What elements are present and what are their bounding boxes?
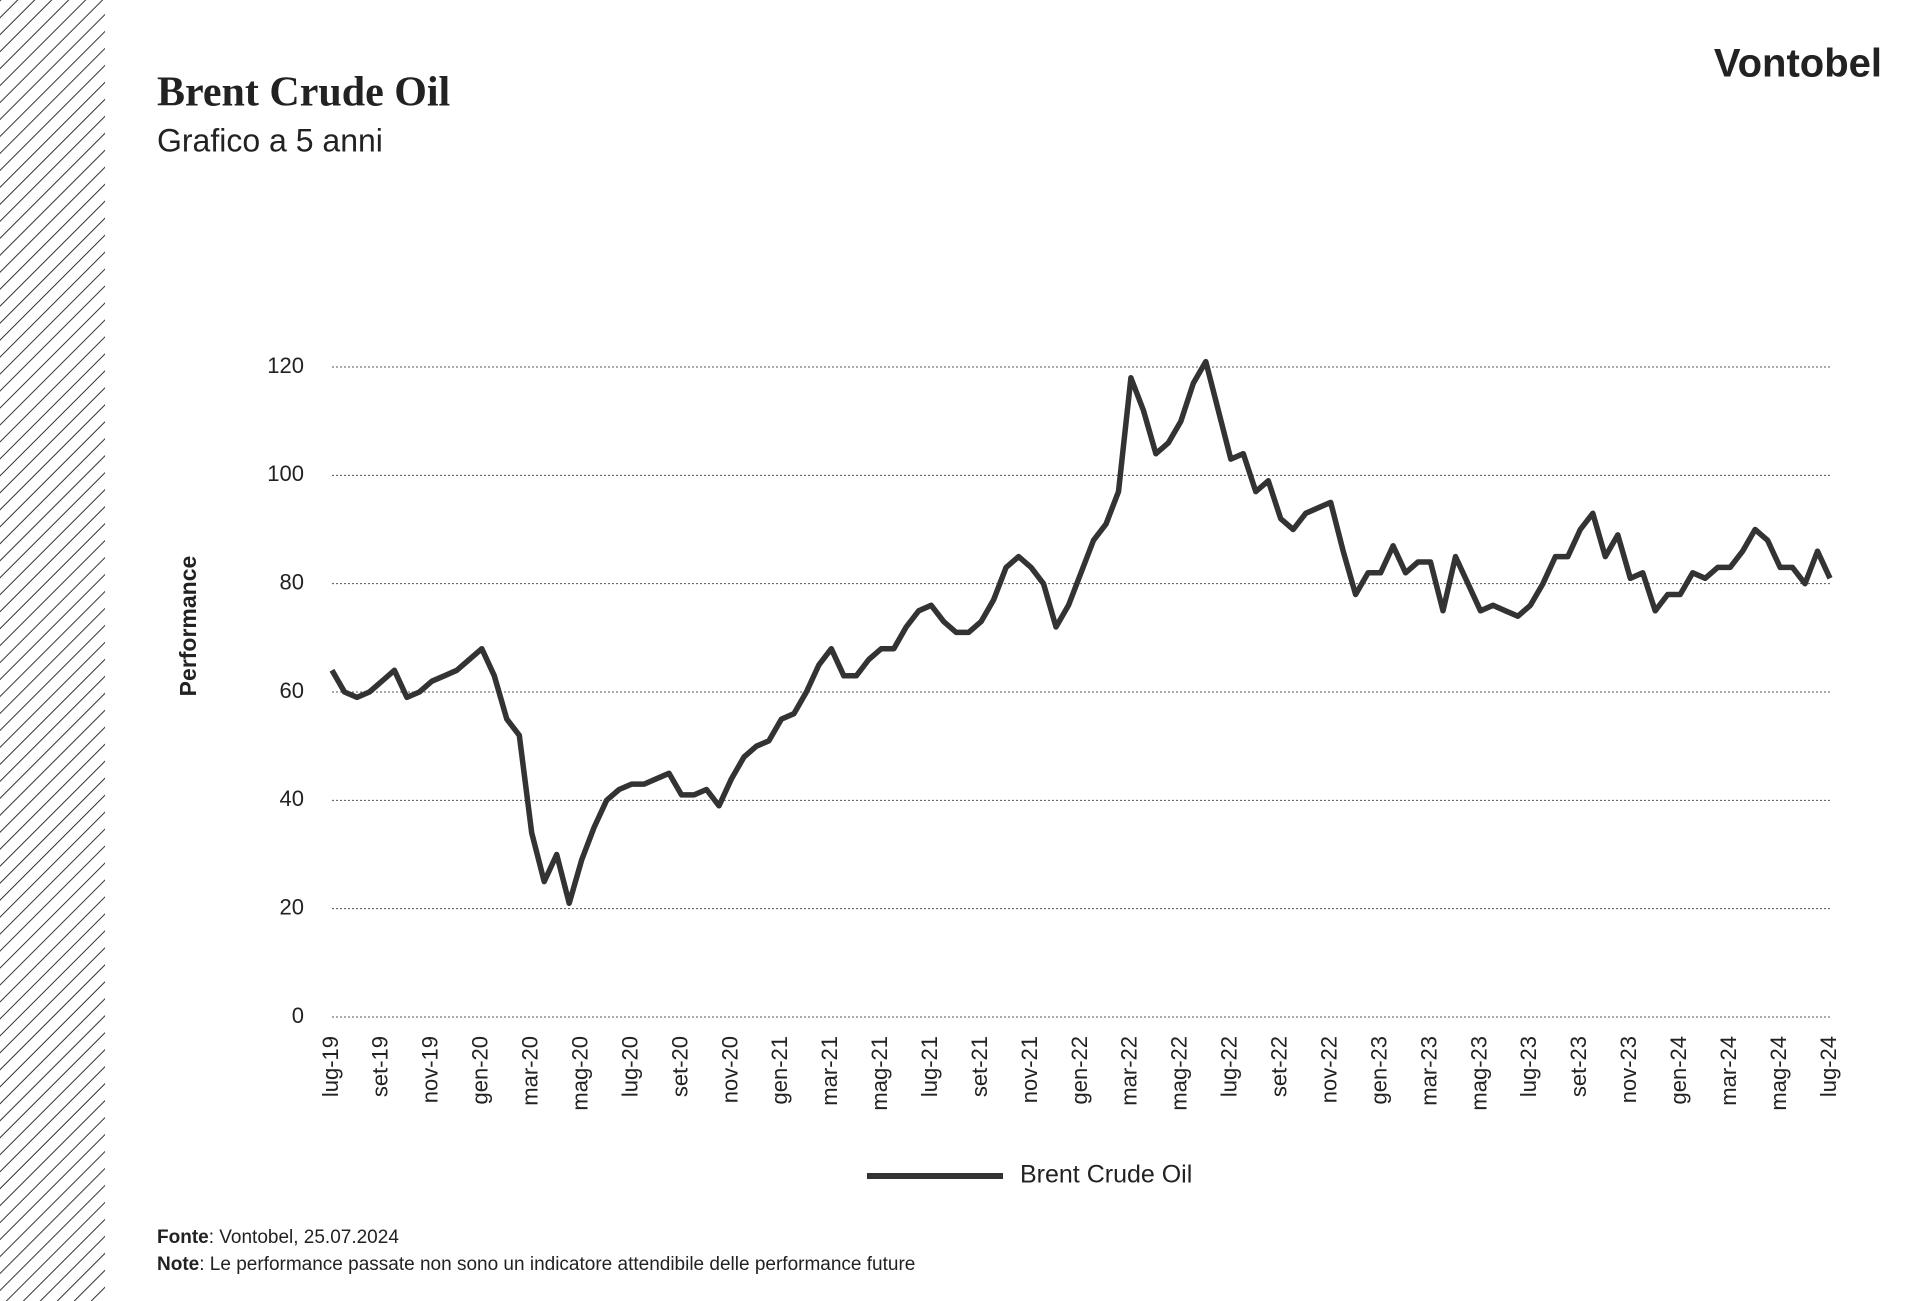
legend-label: Brent Crude Oil xyxy=(1020,1161,1192,1189)
y-tick-label: 60 xyxy=(280,678,304,703)
x-tick-label: mag-21 xyxy=(867,1036,892,1111)
data-line xyxy=(329,358,1833,907)
x-tick-label: lug-19 xyxy=(318,1036,343,1097)
x-tick-label: gen-20 xyxy=(468,1036,493,1105)
x-tick-label: gen-24 xyxy=(1666,1036,1691,1105)
brand-logo: Vontobel xyxy=(1714,42,1882,86)
chart-subtitle: Grafico a 5 anni xyxy=(157,122,383,158)
x-tick-label: mar-21 xyxy=(817,1036,842,1106)
x-tick-label: set-19 xyxy=(368,1036,393,1097)
x-tick-label: lug-24 xyxy=(1816,1036,1841,1097)
x-tick-label: nov-22 xyxy=(1316,1036,1341,1103)
x-tick-label: mar-20 xyxy=(518,1036,543,1106)
x-tick-label: lug-20 xyxy=(617,1036,642,1097)
hatch-band xyxy=(0,0,105,1301)
x-tick-label: nov-20 xyxy=(717,1036,742,1103)
x-tick-label: gen-21 xyxy=(767,1036,792,1105)
x-tick-label: set-22 xyxy=(1267,1036,1292,1097)
x-tick-label: lug-21 xyxy=(917,1036,942,1097)
x-tick-label: mar-22 xyxy=(1117,1036,1142,1106)
x-tick-label: nov-23 xyxy=(1616,1036,1641,1103)
note-label: Note xyxy=(157,1254,199,1275)
footer-note: Note: Le performance passate non sono un… xyxy=(157,1254,915,1275)
x-tick-label: set-20 xyxy=(667,1036,692,1097)
source-text: : Vontobel, 25.07.2024 xyxy=(209,1227,400,1248)
y-tick-label: 40 xyxy=(280,786,304,811)
x-tick-label: lug-23 xyxy=(1516,1036,1541,1097)
x-tick-label: gen-23 xyxy=(1366,1036,1391,1105)
x-tick-label: mag-20 xyxy=(567,1036,592,1111)
note-text: : Le performance passate non sono un ind… xyxy=(199,1254,915,1275)
x-tick-label: mar-24 xyxy=(1716,1036,1741,1106)
y-tick-label: 120 xyxy=(267,353,304,378)
x-tick-label: set-21 xyxy=(967,1036,992,1097)
y-tick-label: 80 xyxy=(280,569,304,594)
chart-title: Brent Crude Oil xyxy=(157,70,450,116)
x-tick-label: mag-22 xyxy=(1167,1036,1192,1111)
x-tick-label: lug-22 xyxy=(1217,1036,1242,1097)
x-tick-label: nov-21 xyxy=(1017,1036,1042,1103)
x-tick-label: set-23 xyxy=(1566,1036,1591,1097)
x-tick-label: mag-24 xyxy=(1766,1036,1791,1111)
x-tick-label: mar-23 xyxy=(1416,1036,1441,1106)
x-tick-label: gen-22 xyxy=(1067,1036,1092,1105)
x-tick-label: nov-19 xyxy=(418,1036,443,1103)
footer-source: Fonte: Vontobel, 25.07.2024 xyxy=(157,1227,399,1248)
y-axis-title: Performance xyxy=(175,556,201,697)
y-tick-label: 0 xyxy=(292,1003,304,1028)
source-label: Fonte xyxy=(157,1227,209,1248)
x-tick-label: mag-23 xyxy=(1466,1036,1491,1111)
y-tick-label: 20 xyxy=(280,894,304,919)
y-tick-label: 100 xyxy=(267,461,304,486)
